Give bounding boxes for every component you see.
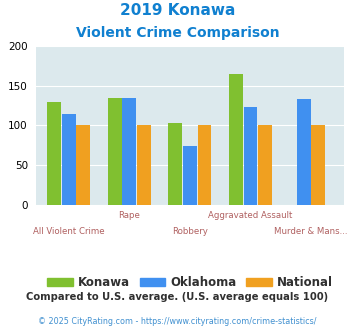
Text: Rape: Rape	[119, 211, 140, 220]
Bar	[244, 107, 257, 205]
Bar	[297, 99, 311, 205]
Bar	[47, 102, 61, 205]
Bar	[258, 125, 272, 205]
Bar	[108, 98, 122, 205]
Text: Murder & Mans...: Murder & Mans...	[274, 227, 348, 236]
Bar	[169, 123, 182, 205]
Text: 2019 Konawa: 2019 Konawa	[120, 3, 235, 18]
Bar	[76, 125, 90, 205]
Text: Robbery: Robbery	[172, 227, 208, 236]
Text: Violent Crime Comparison: Violent Crime Comparison	[76, 26, 279, 40]
Text: All Violent Crime: All Violent Crime	[33, 227, 105, 236]
Text: Aggravated Assault: Aggravated Assault	[208, 211, 293, 220]
Bar	[197, 125, 211, 205]
Text: © 2025 CityRating.com - https://www.cityrating.com/crime-statistics/: © 2025 CityRating.com - https://www.city…	[38, 317, 317, 326]
Bar	[62, 114, 76, 205]
Bar	[229, 74, 243, 205]
Bar	[183, 146, 197, 205]
Bar	[122, 98, 136, 205]
Text: Compared to U.S. average. (U.S. average equals 100): Compared to U.S. average. (U.S. average …	[26, 292, 329, 302]
Bar	[311, 125, 325, 205]
Legend: Konawa, Oklahoma, National: Konawa, Oklahoma, National	[43, 271, 337, 294]
Bar	[137, 125, 151, 205]
